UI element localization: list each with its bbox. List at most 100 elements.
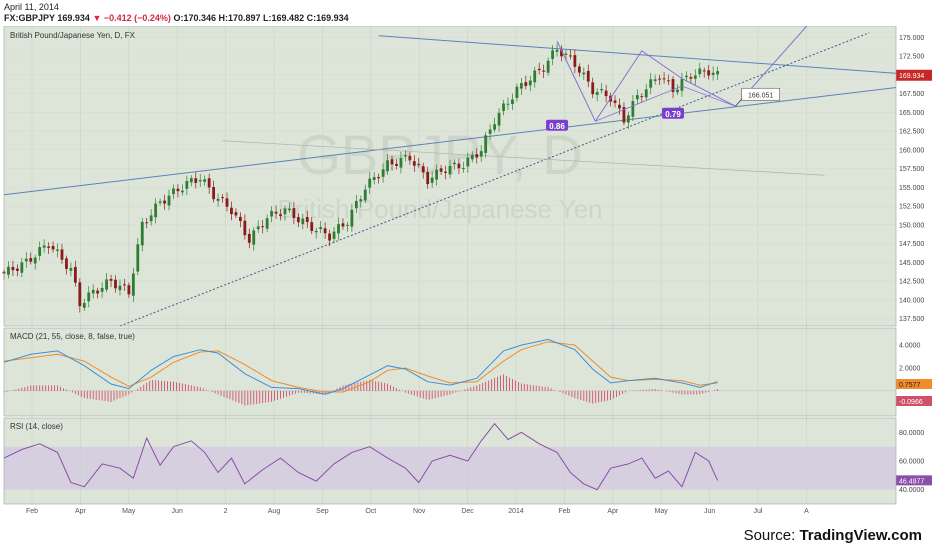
candle-body (114, 279, 117, 289)
candle-body (354, 200, 358, 209)
candle-body (461, 168, 465, 170)
price-tick-label: 152.500 (899, 204, 924, 211)
candle (256, 220, 260, 233)
candle-body (662, 78, 666, 80)
candle-body (457, 163, 461, 169)
candle-body (91, 289, 95, 294)
candle-body (131, 273, 135, 296)
candle-body (408, 155, 412, 161)
candle-body (702, 70, 706, 72)
candle (662, 72, 666, 84)
macd-tick-label: 4.0000 (899, 343, 921, 350)
candle-body (314, 230, 318, 233)
candle-body (230, 207, 233, 215)
candle (386, 154, 389, 175)
chart-area[interactable]: Feb Apr May Jun 2 Aug Sep Oct Nov Dec 2014 Feb Apr Ma… (0, 26, 932, 516)
x-tick-label: Jul (754, 508, 763, 515)
candle (493, 117, 496, 133)
candle-body (439, 168, 443, 172)
target-callout: 166.051 (735, 87, 780, 107)
candle-body (319, 227, 323, 230)
price-tick-label: 147.500 (899, 241, 924, 248)
candle (560, 45, 563, 62)
candle-body (20, 262, 24, 273)
high-value: H:170.897 (218, 13, 261, 23)
macd-tick-label: 2.0000 (899, 366, 921, 373)
candle-body (288, 208, 291, 211)
rsi-band (4, 446, 896, 490)
candle-body (136, 244, 140, 272)
candle-body (78, 282, 82, 307)
candle (234, 208, 238, 219)
candle (305, 210, 309, 229)
candle (212, 180, 216, 203)
price-tick-label: 145.000 (899, 260, 924, 267)
candle-body (533, 70, 537, 83)
candle (390, 155, 394, 171)
candle-body (109, 278, 113, 281)
candle-body (515, 86, 519, 98)
candle (542, 64, 546, 79)
candle-body (305, 217, 309, 223)
candle (78, 278, 82, 313)
x-tick-label: Nov (413, 508, 426, 515)
candle (314, 227, 318, 239)
rsi-value: 46.4977 (899, 478, 924, 485)
candle (127, 282, 131, 298)
candle-body (238, 216, 242, 221)
candle-body (29, 258, 33, 262)
candle-body (377, 177, 381, 179)
price-tick-label: 150.000 (899, 222, 924, 229)
candle (676, 84, 679, 96)
candle-body (24, 258, 28, 262)
histogram-value-tag: -0.0966 (896, 396, 932, 406)
candle-body (542, 70, 546, 72)
candle (381, 163, 385, 183)
price-tick-label: 162.500 (899, 129, 924, 136)
candle-body (283, 208, 287, 215)
candle (288, 202, 291, 213)
candle-body (73, 266, 77, 283)
candle (461, 161, 465, 173)
x-tick-label: Oct (365, 508, 376, 515)
candle-body (328, 233, 331, 241)
candle (622, 102, 626, 126)
candle (479, 145, 483, 162)
candle-body (524, 82, 528, 86)
candle-body (511, 99, 514, 104)
candle (484, 131, 488, 158)
candle-body (7, 266, 10, 275)
x-tick-label: Feb (26, 508, 38, 515)
macd-value-bg (896, 379, 932, 389)
symbol[interactable]: FX:GBPJPY (4, 13, 55, 23)
candle-body (154, 203, 158, 218)
candle-body (47, 246, 50, 248)
rsi-tick-label: 80.0000 (899, 430, 924, 437)
macd-panel (4, 328, 896, 416)
candle (243, 214, 247, 240)
candle-body (484, 135, 488, 153)
price-tick-label: 157.500 (899, 166, 924, 173)
candle-body (127, 285, 131, 295)
candle-body (158, 201, 162, 203)
x-tick-label: Aug (268, 508, 281, 515)
candle-body (466, 157, 470, 167)
candle (346, 221, 349, 232)
candle (15, 264, 19, 277)
candle-body (38, 247, 42, 256)
candle (131, 267, 135, 303)
candle-body (87, 292, 91, 302)
candle-body (60, 249, 64, 260)
candle (359, 195, 363, 208)
candle (118, 279, 122, 296)
trendline (3, 87, 897, 196)
candle-body (56, 249, 59, 251)
candle (595, 88, 599, 102)
candle (569, 49, 572, 60)
price-tick-label: 160.000 (899, 147, 924, 154)
candle-body (11, 266, 15, 271)
rsi-line (3, 422, 719, 491)
candle (537, 62, 541, 75)
retrace-badge-1-bg (546, 119, 569, 131)
x-tick-label: Jun (704, 508, 715, 515)
